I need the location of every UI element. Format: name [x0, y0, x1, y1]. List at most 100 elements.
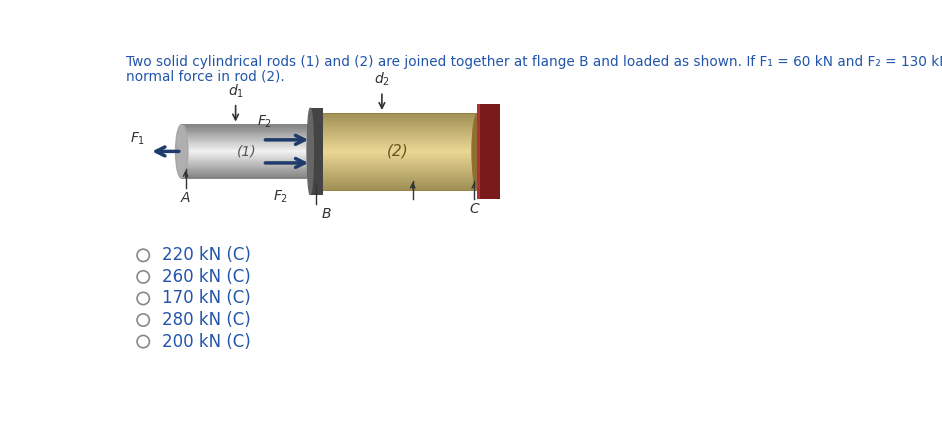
Bar [317, 180, 479, 181]
Bar [317, 174, 479, 176]
Bar [477, 104, 480, 199]
Bar [317, 171, 479, 172]
Bar [182, 131, 313, 132]
Bar [317, 126, 479, 127]
Bar [317, 120, 479, 122]
Bar [317, 155, 479, 157]
Bar [182, 147, 313, 148]
Bar [317, 172, 479, 173]
Bar [317, 144, 479, 145]
Bar [317, 186, 479, 187]
Bar [317, 185, 479, 186]
Bar [182, 163, 313, 164]
Bar [317, 153, 479, 154]
Bar [182, 173, 313, 174]
Bar [182, 172, 313, 173]
Bar [182, 175, 313, 176]
Text: $F_2$: $F_2$ [272, 188, 288, 205]
Bar [317, 114, 479, 115]
Bar [317, 127, 479, 128]
Ellipse shape [307, 125, 318, 179]
Bar [182, 169, 313, 170]
Bar [182, 128, 313, 129]
Bar [317, 133, 479, 135]
Bar [317, 140, 479, 141]
Bar [182, 136, 313, 137]
Bar [317, 150, 479, 152]
Bar [182, 129, 313, 130]
Bar [182, 125, 313, 126]
Bar [182, 142, 313, 143]
Bar [182, 170, 313, 171]
Bar [310, 108, 322, 195]
Text: B: B [322, 207, 332, 221]
Bar [317, 139, 479, 140]
Text: (1): (1) [237, 144, 257, 158]
Bar [317, 117, 479, 118]
Bar [317, 167, 479, 168]
Bar [182, 168, 313, 169]
Bar [182, 144, 313, 145]
Text: C: C [469, 202, 479, 216]
Bar [317, 136, 479, 137]
Bar [317, 132, 479, 133]
Bar [317, 187, 479, 189]
Bar [182, 150, 313, 152]
Bar [182, 176, 313, 177]
Bar [317, 189, 479, 190]
Text: normal force in rod (2).: normal force in rod (2). [126, 70, 285, 84]
Bar [317, 159, 479, 160]
Bar [182, 155, 313, 156]
Bar [317, 173, 479, 174]
Text: 200 kN (C): 200 kN (C) [162, 333, 252, 351]
Ellipse shape [175, 125, 187, 179]
Bar [182, 161, 313, 162]
Bar [317, 113, 479, 114]
Bar [182, 137, 313, 138]
Bar [182, 143, 313, 144]
Bar [317, 162, 479, 163]
Bar [317, 123, 479, 125]
Text: $d_1$: $d_1$ [228, 83, 244, 100]
Bar [317, 141, 479, 142]
Bar [182, 167, 313, 168]
Bar [182, 146, 313, 147]
Text: $F_1$: $F_1$ [130, 131, 145, 147]
Bar [182, 138, 313, 139]
Bar [182, 160, 313, 161]
Bar [317, 154, 479, 155]
Bar [317, 128, 479, 130]
Bar [317, 119, 479, 120]
Bar [182, 152, 313, 153]
Bar [182, 174, 313, 175]
Bar [317, 122, 479, 123]
Text: A: A [181, 191, 190, 205]
Ellipse shape [175, 125, 187, 179]
Bar [182, 154, 313, 155]
Bar [317, 176, 479, 177]
Bar [182, 158, 313, 159]
Bar [317, 145, 479, 146]
Bar [182, 126, 313, 127]
Bar [182, 166, 313, 167]
Text: (2): (2) [386, 144, 408, 159]
Text: 220 kN (C): 220 kN (C) [162, 246, 252, 264]
Bar [182, 162, 313, 163]
Bar [317, 135, 479, 136]
Bar [182, 132, 313, 133]
Bar [182, 153, 313, 154]
Bar [317, 165, 479, 167]
Text: 260 kN (C): 260 kN (C) [162, 268, 252, 286]
Text: Two solid cylindrical rods (1) and (2) are joined together at flange B and loade: Two solid cylindrical rods (1) and (2) a… [126, 55, 942, 69]
Bar [317, 118, 479, 119]
Bar [317, 163, 479, 164]
Text: $F_2$: $F_2$ [257, 113, 272, 130]
Bar [182, 149, 313, 150]
Ellipse shape [472, 113, 484, 190]
Ellipse shape [307, 108, 314, 195]
Bar [317, 184, 479, 185]
Ellipse shape [310, 113, 322, 190]
Bar [317, 142, 479, 144]
Bar [182, 127, 313, 128]
Bar [182, 148, 313, 149]
